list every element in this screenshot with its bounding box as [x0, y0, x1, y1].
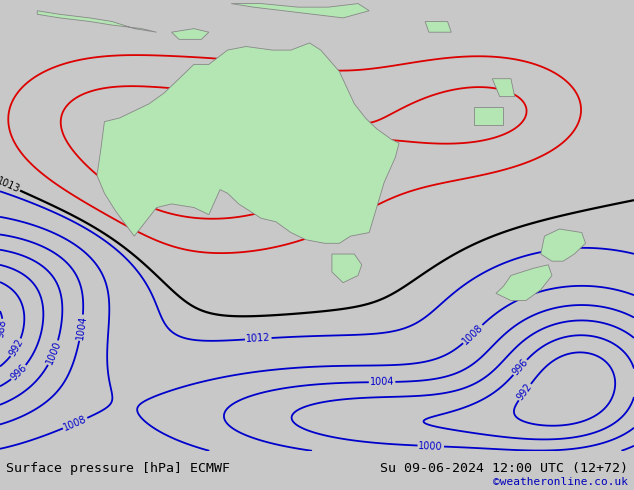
Text: 996: 996 [9, 363, 29, 383]
Text: 1004: 1004 [75, 315, 88, 341]
Text: 988: 988 [0, 319, 8, 339]
Text: 1013: 1013 [0, 175, 22, 195]
Polygon shape [474, 107, 503, 125]
Text: 992: 992 [515, 382, 534, 402]
Polygon shape [231, 3, 369, 18]
Text: 996: 996 [510, 357, 530, 377]
Text: 1024: 1024 [193, 116, 218, 129]
Polygon shape [541, 229, 586, 261]
Text: Surface pressure [hPa] ECMWF: Surface pressure [hPa] ECMWF [6, 463, 230, 475]
Polygon shape [97, 43, 399, 244]
Polygon shape [37, 11, 157, 32]
Polygon shape [332, 254, 362, 283]
Text: ©weatheronline.co.uk: ©weatheronline.co.uk [493, 477, 628, 487]
Text: Su 09-06-2024 12:00 UTC (12+72): Su 09-06-2024 12:00 UTC (12+72) [380, 463, 628, 475]
Text: 1012: 1012 [245, 333, 271, 344]
Text: 1016: 1016 [264, 58, 289, 72]
Text: 1008: 1008 [62, 414, 88, 433]
Polygon shape [172, 28, 209, 39]
Text: 992: 992 [8, 337, 25, 358]
Text: 1004: 1004 [370, 377, 394, 387]
Polygon shape [425, 22, 451, 32]
Polygon shape [492, 79, 515, 97]
Text: 1008: 1008 [460, 322, 485, 346]
Text: 1020: 1020 [299, 104, 325, 121]
Text: 1000: 1000 [44, 340, 63, 366]
Polygon shape [496, 265, 552, 300]
Text: 1000: 1000 [418, 441, 443, 452]
